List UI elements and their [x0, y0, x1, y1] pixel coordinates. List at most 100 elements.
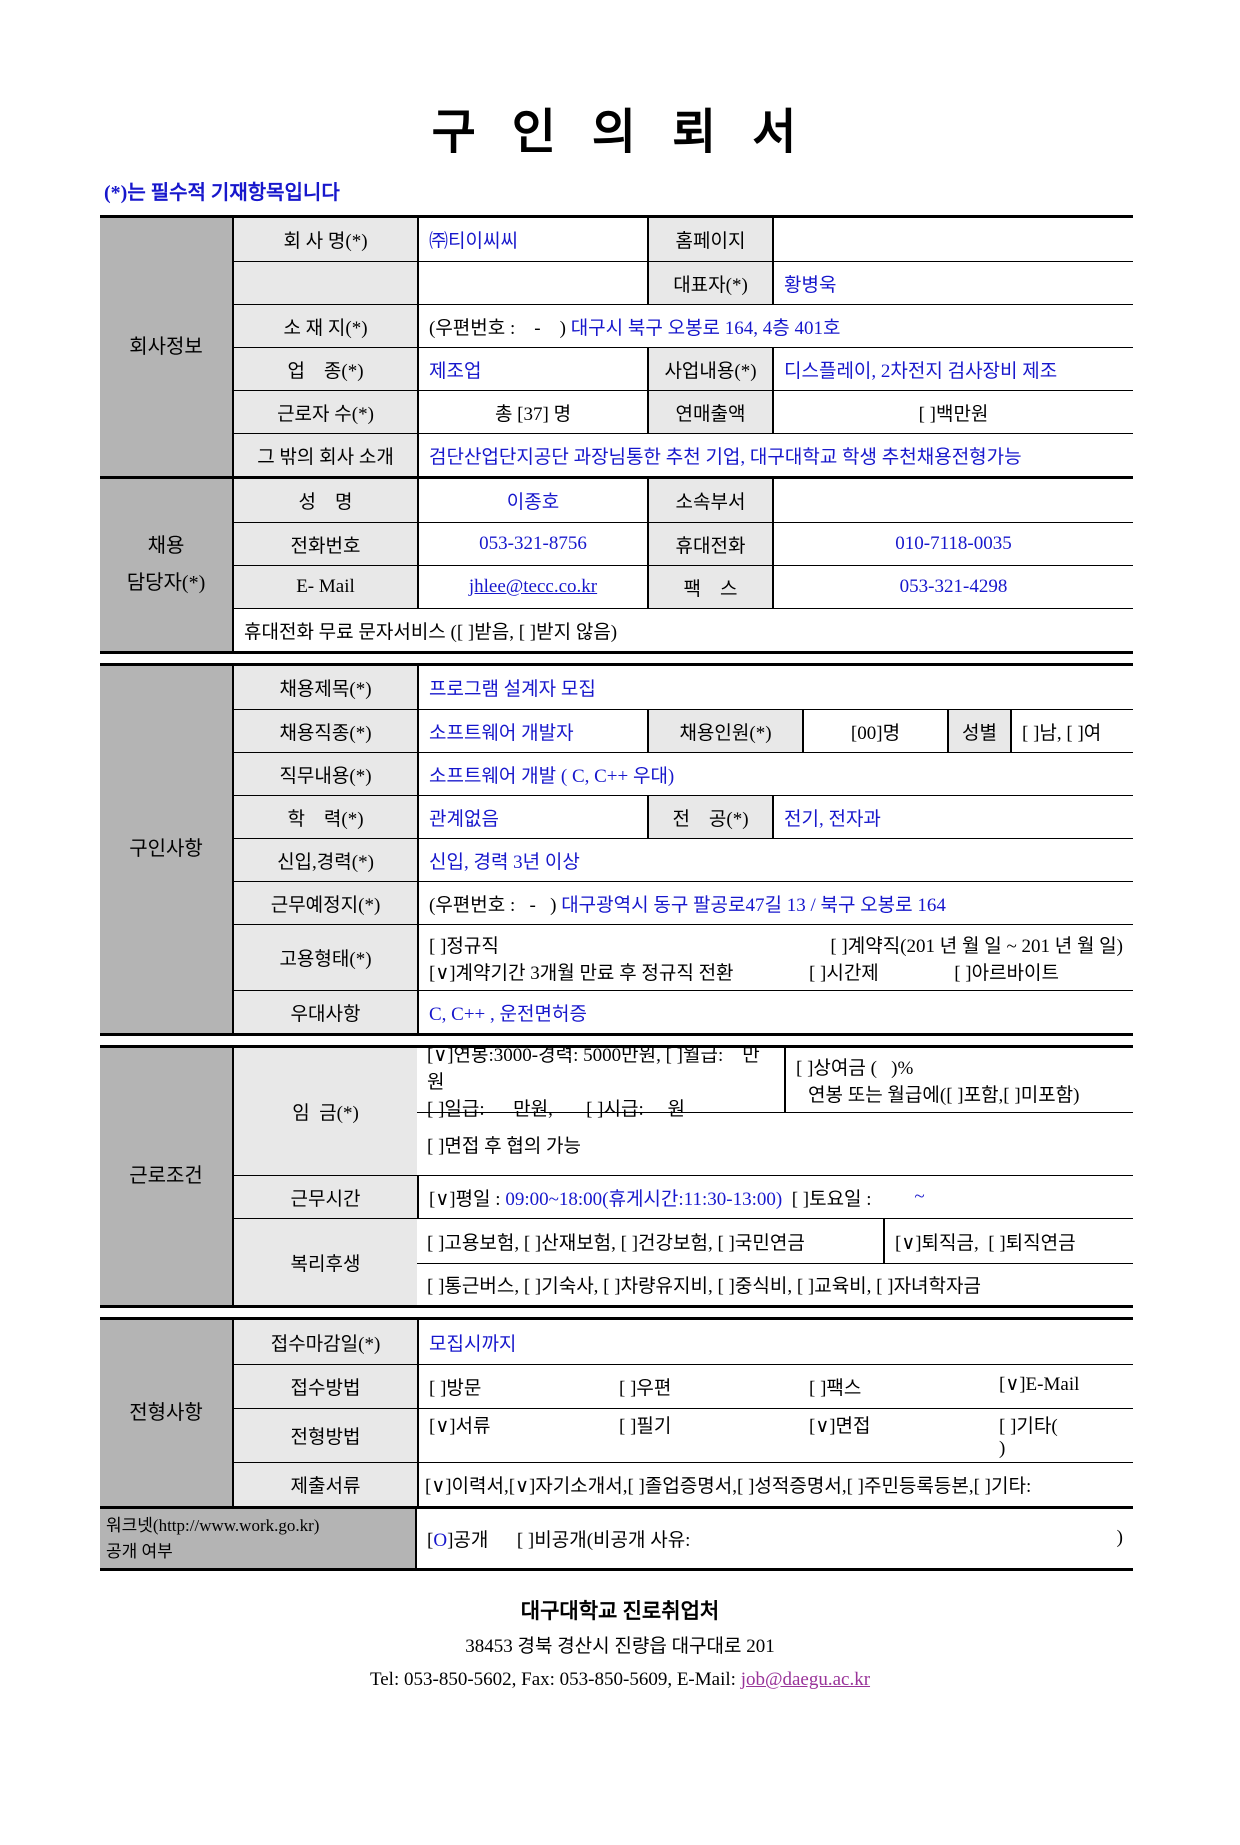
gender-label: 성별: [947, 710, 1010, 752]
work-conditions-section: 근로조건 임 금(*) [∨]연봉:3000-경력: 5000만원, [ ]월급…: [100, 1044, 1133, 1305]
dept-value: [772, 479, 1133, 522]
ceo-label: 대표자(*): [647, 262, 772, 304]
required-note: (*)는 필수적 기재항목입니다: [104, 182, 340, 204]
phone-label: 전화번호: [234, 523, 417, 565]
screening-written: [ ]필기: [619, 1416, 672, 1437]
job-title-label: 채용제목(*): [234, 666, 417, 709]
footer-email-link[interactable]: job@daegu.ac.kr: [740, 1669, 871, 1690]
preference-value: C, C++ , 운전면허증: [417, 991, 1133, 1033]
row-deadline: 접수마감일(*) 모집시까지: [234, 1320, 1133, 1364]
email-label: E- Mail: [234, 566, 417, 608]
business-value: 디스플레이, 2차전지 검사장비 제조: [772, 348, 1133, 390]
method-visit: [ ]방문: [429, 1378, 482, 1399]
hours-label: 근무시간: [234, 1176, 417, 1218]
employment-contract-convert: [∨]계약기간 3개월 만료 후 정규직 전환: [429, 962, 734, 984]
salary-label: 임 금(*): [234, 1048, 417, 1175]
recruiter-section: 채용 담당자(*) 성 명 이종호 소속부서 전화번호 053-321-8756…: [100, 476, 1133, 651]
salary-note-cell: [ ]면접 후 협의 가능: [427, 1135, 582, 1157]
hours-value: [∨]평일 : 09:00~18:00(휴게시간:11:30-13:00) [ …: [417, 1176, 1133, 1218]
row-address: 소 재 지(*) (우편번호 : - ) 대구시 북구 오봉로 164, 4층 …: [234, 304, 1133, 347]
gender-value: [ ]남, [ ]여: [1010, 710, 1133, 752]
duties-value: 소프트웨어 개발 ( C, C++ 우대): [417, 753, 1133, 795]
row-company-intro: 그 밖의 회사 소개 검단산업단지공단 과장님통한 추천 기업, 대구대학교 학…: [234, 433, 1133, 476]
deadline-value: 모집시까지: [417, 1320, 1133, 1364]
screening-method-value: [∨]서류 [ ]필기 [∨]면접 [ ]기타( ): [417, 1409, 1133, 1462]
worknet-label: 워크넷(http://www.work.go.kr) 공개 여부: [100, 1509, 415, 1568]
headcount-value: [00]명: [802, 710, 947, 752]
homepage-label: 홈페이지: [647, 218, 772, 261]
welfare-label: 복리후생: [234, 1219, 417, 1305]
screening-interview: [∨]면접: [809, 1416, 871, 1437]
row-job-title: 채용제목(*) 프로그램 설계자 모집: [234, 666, 1133, 709]
fax-label: 팩 스: [647, 566, 772, 608]
welfare-insurance-cell: [ ]고용보험, [ ]산재보험, [ ]건강보험, [ ]국민연금: [427, 1232, 805, 1254]
application-table: 전형사항 접수마감일(*) 모집시까지 접수방법 [ ]방문 [ ]우편 [ ]…: [100, 1317, 1133, 1571]
apply-method-label: 접수방법: [234, 1365, 417, 1408]
row-screening-method: 전형방법 [∨]서류 [ ]필기 [∨]면접 [ ]기타( ): [234, 1408, 1133, 1462]
recruiter-name-label: 성 명: [234, 479, 417, 522]
sms-note: 휴대전화 무료 문자서비스 ([ ]받음, [ ]받지 않음): [244, 621, 618, 643]
row-salary: 임 금(*) [∨]연봉:3000-경력: 5000만원, [ ]월급: 만원 …: [234, 1044, 1133, 1175]
row-sms-note: 휴대전화 무료 문자서비스 ([ ]받음, [ ]받지 않음): [234, 608, 1133, 651]
major-value: 전기, 전자과: [772, 796, 1133, 838]
mobile-value: 010-7118-0035: [772, 523, 1133, 565]
company-recruiter-table: 회사정보 회 사 명(*) ㈜티이씨씨 홈페이지 대표자(*) 황병욱 소 재 …: [100, 215, 1133, 654]
bonus-cell: [ ]상여금 ( )% 연봉 또는 월급에([ ]포함,[ ]미포함): [784, 1048, 1133, 1112]
row-employment-type: 고용형태(*) [ ]정규직 [ ]계약직(201 년 월 일 ~ 201 년 …: [234, 924, 1133, 990]
address-label: 소 재 지(*): [234, 305, 417, 347]
phone-value: 053-321-8756: [417, 523, 647, 565]
row-preference: 우대사항 C, C++ , 운전면허증: [234, 990, 1133, 1033]
job-title-value: 프로그램 설계자 모집: [417, 666, 1133, 709]
location-value: (우편번호 : - ) 대구광역시 동구 팔공로47길 13 / 북구 오봉로 …: [417, 882, 1133, 924]
row-company-name: 회 사 명(*) ㈜티이씨씨 홈페이지: [234, 218, 1133, 261]
company-intro-value: 검단산업단지공단 과장님통한 추천 기업, 대구대학교 학생 추천채용전형가능: [417, 434, 1133, 476]
form-sheet: 회사정보 회 사 명(*) ㈜티이씨씨 홈페이지 대표자(*) 황병욱 소 재 …: [100, 215, 1133, 1571]
row-phone: 전화번호 053-321-8756 휴대전화 010-7118-0035: [234, 522, 1133, 565]
ceo-value: 황병욱: [772, 262, 1133, 304]
application-section-label: 전형사항: [100, 1320, 232, 1506]
employment-arbeit: [ ]아르바이트: [954, 962, 1059, 984]
row-hours: 근무시간 [∨]평일 : 09:00~18:00(휴게시간:11:30-13:0…: [234, 1175, 1133, 1218]
row-worknet: [O]공개 [ ]비공개(비공개 사유: ): [417, 1509, 1133, 1567]
homepage-value: [772, 218, 1133, 261]
company-info-section-label: 회사정보: [100, 218, 232, 476]
employment-regular: [ ]정규직: [429, 935, 499, 957]
work-conditions-section-label: 근로조건: [100, 1048, 232, 1305]
address-value: (우편번호 : - ) 대구시 북구 오봉로 164, 4층 401호: [417, 305, 1133, 347]
page-title: 구 인 의 뢰 서: [431, 106, 809, 159]
welfare-benefits-cell: [ ]통근버스, [ ]기숙사, [ ]차량유지비, [ ]중식비, [ ]교육…: [427, 1276, 981, 1297]
company-intro-label: 그 밖의 회사 소개: [234, 434, 417, 476]
method-email: [∨]E-Mail: [999, 1374, 1080, 1395]
row-location: 근무예정지(*) (우편번호 : - ) 대구광역시 동구 팔공로47길 13 …: [234, 881, 1133, 924]
workers-value: 총 [37] 명: [417, 391, 647, 433]
career-value: 신입, 경력 3년 이상: [417, 839, 1133, 881]
duties-label: 직무내용(*): [234, 753, 417, 795]
email-value: jhlee@tecc.co.kr: [417, 566, 647, 608]
documents-label: 제출서류: [234, 1463, 417, 1506]
career-label: 신입,경력(*): [234, 839, 417, 881]
screening-other: [ ]기타( ): [999, 1416, 1125, 1459]
method-mail: [ ]우편: [619, 1378, 672, 1399]
row-occupation: 채용직종(*) 소프트웨어 개발자 채용인원(*) [00]명 성별 [ ]남,…: [234, 709, 1133, 752]
footer-contact: Tel: 053-850-5602, Fax: 053-850-5609, E-…: [369, 1669, 871, 1690]
footer-address: 38453 경북 경산시 진량읍 대구대로 201: [465, 1635, 775, 1657]
row-workers: 근로자 수(*) 총 [37] 명 연매출액 [ ]백만원: [234, 390, 1133, 433]
company-name-value: ㈜티이씨씨: [417, 218, 647, 261]
job-request-section: 구인사항 채용제목(*) 프로그램 설계자 모집 채용직종(*) 소프트웨어 개…: [100, 666, 1133, 1033]
recruiter-email-link[interactable]: jhlee@tecc.co.kr: [468, 576, 598, 597]
deadline-label: 접수마감일(*): [234, 1320, 417, 1364]
industry-value: 제조업: [417, 348, 647, 390]
row-ceo: 대표자(*) 황병욱: [234, 261, 1133, 304]
screening-documents: [∨]서류: [429, 1416, 491, 1437]
worknet-section: 워크넷(http://www.work.go.kr) 공개 여부 [O]공개 […: [100, 1506, 1133, 1568]
industry-label: 업 종(*): [234, 348, 417, 390]
application-section: 전형사항 접수마감일(*) 모집시까지 접수방법 [ ]방문 [ ]우편 [ ]…: [100, 1320, 1133, 1506]
major-label: 전 공(*): [647, 796, 772, 838]
salary-amount-cell: [∨]연봉:3000-경력: 5000만원, [ ]월급: 만원 [ ]일급: …: [427, 1044, 760, 1120]
welfare-retirement-cell: [∨]퇴직금, [ ]퇴직연금: [883, 1219, 1133, 1263]
row-duties: 직무내용(*) 소프트웨어 개발 ( C, C++ 우대): [234, 752, 1133, 795]
row-recruiter-name: 성 명 이종호 소속부서: [234, 479, 1133, 522]
recruiter-name-value: 이종호: [417, 479, 647, 522]
company-name-label: 회 사 명(*): [234, 218, 417, 261]
mobile-label: 휴대전화: [647, 523, 772, 565]
